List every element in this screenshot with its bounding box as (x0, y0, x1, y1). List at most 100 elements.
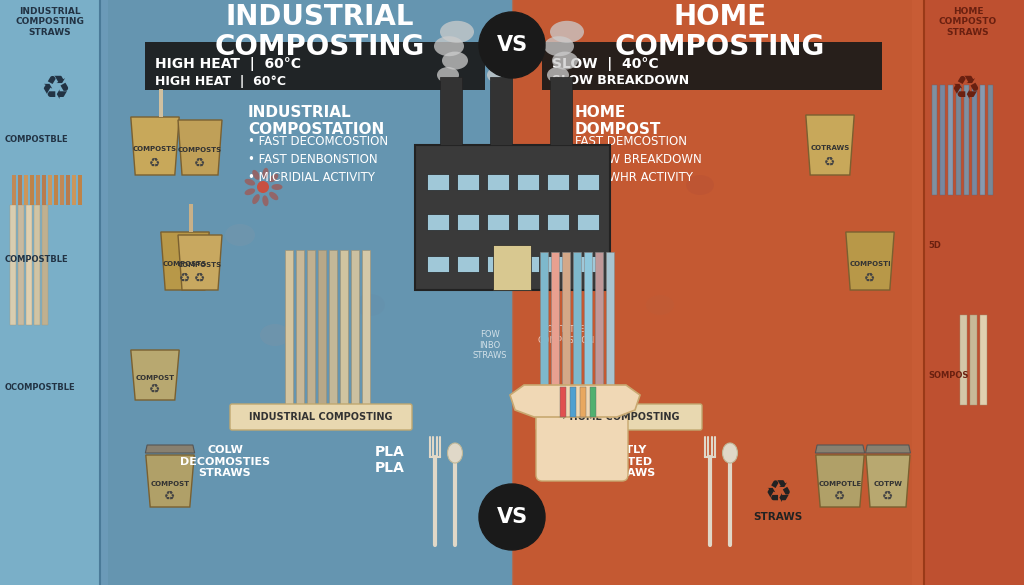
Bar (577, 214, 599, 230)
Text: • FAST DECOMCOSTION: • FAST DECOMCOSTION (248, 135, 388, 148)
Bar (427, 256, 449, 272)
Ellipse shape (262, 195, 268, 207)
Text: INDUSTRIAL
COMPOSTATION: INDUSTRIAL COMPOSTATION (248, 105, 384, 137)
Bar (18, 205, 24, 325)
Bar (26, 205, 32, 325)
Bar (18, 175, 22, 205)
Bar (980, 315, 987, 405)
Ellipse shape (269, 192, 279, 200)
Bar (145, 42, 485, 90)
Text: SLOW BREAKDOWN: SLOW BREAKDOWN (552, 74, 689, 88)
Text: FOW
INBO
STRAWS: FOW INBO STRAWS (473, 330, 507, 360)
Ellipse shape (487, 67, 509, 83)
Polygon shape (816, 455, 864, 507)
Ellipse shape (260, 324, 290, 346)
Text: SOMPOS: SOMPOS (928, 370, 969, 380)
Bar (36, 175, 40, 205)
Bar (0, 0, 100, 585)
Text: COTRAWS: COTRAWS (810, 145, 850, 151)
Bar (972, 85, 977, 195)
Text: HIGH HEAT  |  60°C: HIGH HEAT | 60°C (155, 57, 301, 71)
Bar (60, 175, 63, 205)
Polygon shape (145, 455, 195, 507)
Bar (517, 214, 539, 230)
Polygon shape (806, 115, 854, 175)
Bar (493, 245, 531, 290)
Bar (547, 174, 569, 190)
Ellipse shape (686, 175, 714, 195)
Bar (285, 250, 293, 415)
Text: ♻: ♻ (864, 271, 876, 284)
Ellipse shape (245, 188, 255, 195)
Text: ♻: ♻ (764, 479, 792, 508)
Text: ♻: ♻ (195, 271, 206, 284)
Bar (512, 0, 912, 585)
Bar (584, 252, 592, 410)
Polygon shape (510, 385, 640, 417)
Polygon shape (131, 117, 179, 175)
Ellipse shape (440, 21, 474, 43)
Ellipse shape (355, 294, 385, 316)
Bar (573, 252, 581, 410)
Ellipse shape (269, 174, 279, 182)
Bar (457, 174, 479, 190)
Polygon shape (131, 350, 179, 400)
Text: COMPOSTS: COMPOSTS (178, 147, 222, 153)
Ellipse shape (550, 21, 584, 43)
Bar (970, 315, 977, 405)
Text: ♻: ♻ (824, 155, 836, 168)
Bar (427, 214, 449, 230)
Polygon shape (866, 455, 910, 507)
Bar (550, 77, 572, 145)
Text: ♻: ♻ (179, 271, 190, 284)
Bar (318, 250, 326, 415)
Text: COMPOSTI: COMPOSTI (849, 261, 891, 267)
Text: ♻: ♻ (195, 156, 206, 170)
Bar (160, 89, 164, 117)
Bar (940, 85, 945, 195)
Ellipse shape (563, 182, 574, 188)
Text: OCOMPOSTBLE: OCOMPOSTBLE (5, 383, 76, 391)
Text: COTPW: COTPW (873, 481, 902, 487)
Text: INDUSTRIAL COMPOSTING: INDUSTRIAL COMPOSTING (249, 412, 393, 422)
Bar (189, 204, 194, 232)
Bar (351, 250, 359, 415)
Text: ♻: ♻ (150, 156, 161, 168)
Ellipse shape (490, 21, 524, 43)
Bar (980, 85, 985, 195)
Ellipse shape (442, 51, 468, 70)
Ellipse shape (492, 51, 518, 70)
Bar (296, 250, 304, 415)
Text: • FAST DENBONSTION: • FAST DENBONSTION (248, 153, 378, 166)
Text: INDUSTRIAL
COMPOSTING: INDUSTRIAL COMPOSTING (215, 3, 425, 61)
Bar (577, 256, 599, 272)
Bar (547, 256, 569, 272)
Text: ♻: ♻ (150, 383, 161, 395)
Text: COLW
DECOMOSTIES
STRAWS: COLW DECOMOSTIES STRAWS (180, 445, 270, 478)
Bar (932, 85, 937, 195)
Text: ♻: ♻ (950, 74, 980, 106)
Text: CONTATLED
COMPOSTION: CONTATLED COMPOSTION (538, 325, 595, 345)
Circle shape (551, 180, 561, 190)
Bar (562, 252, 570, 410)
Bar (457, 256, 479, 272)
Bar (590, 387, 596, 417)
Ellipse shape (552, 51, 578, 70)
Bar (362, 250, 370, 415)
Bar (512, 0, 1024, 585)
Ellipse shape (723, 443, 737, 463)
Text: • MICRIDIAL ACTIVITY: • MICRIDIAL ACTIVITY (248, 171, 375, 184)
Bar (487, 174, 509, 190)
Bar (595, 252, 603, 410)
Bar (78, 175, 82, 205)
Text: ♻: ♻ (165, 489, 176, 502)
Text: COMPOSTS: COMPOSTS (178, 262, 222, 269)
Bar (542, 42, 882, 90)
Bar (517, 256, 539, 272)
Bar (577, 174, 599, 190)
Polygon shape (815, 445, 864, 453)
Text: ♻: ♻ (835, 489, 846, 502)
Ellipse shape (559, 168, 566, 179)
FancyBboxPatch shape (536, 404, 628, 481)
Text: HOME
DOMPOST: HOME DOMPOST (575, 105, 662, 137)
